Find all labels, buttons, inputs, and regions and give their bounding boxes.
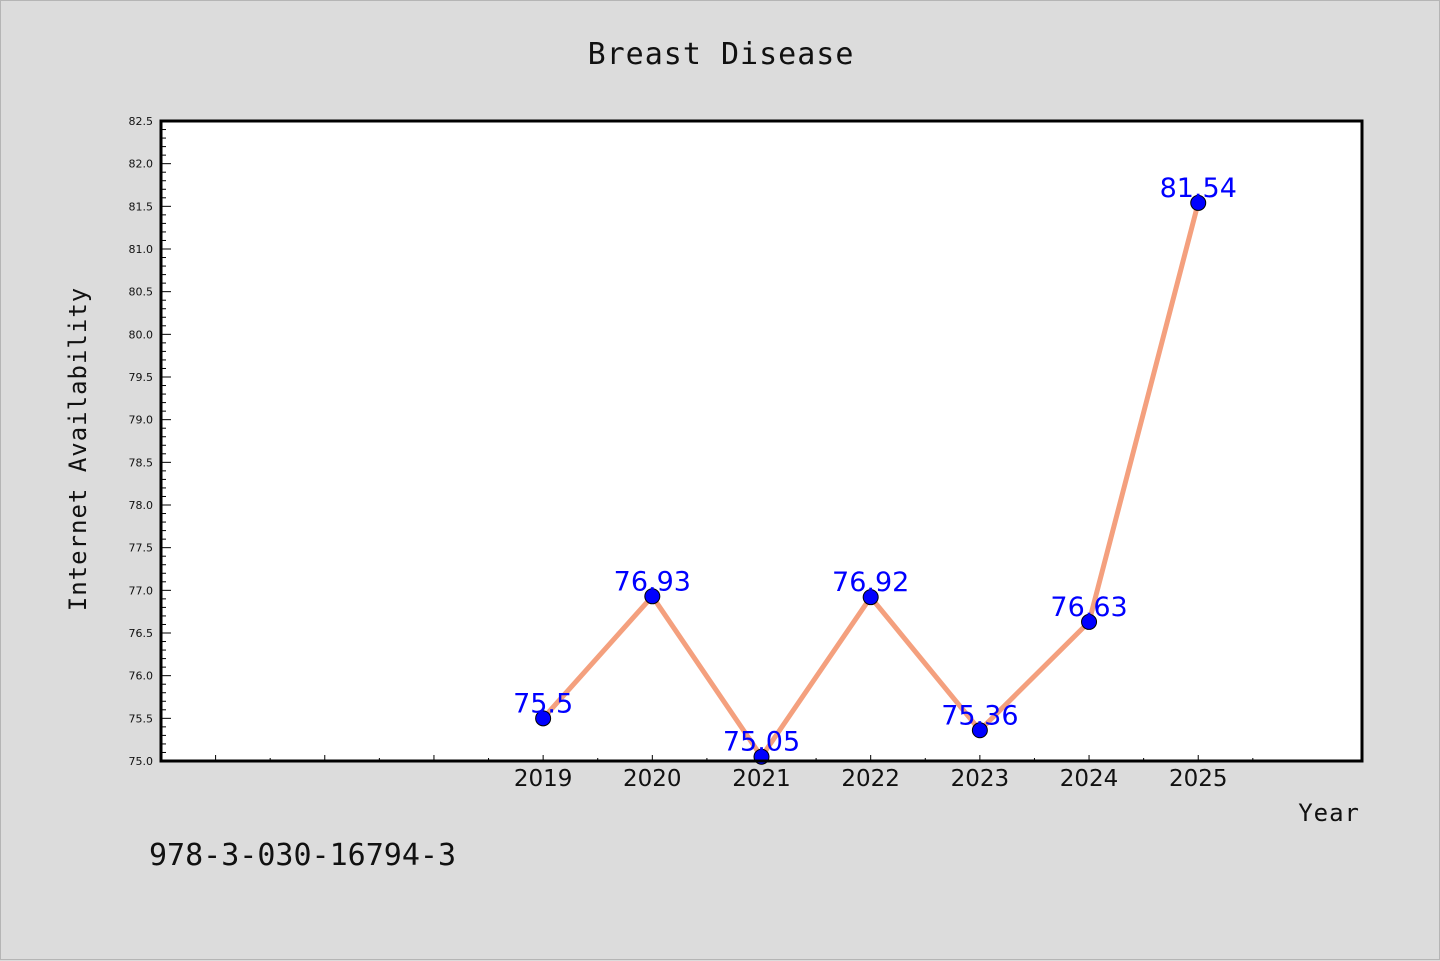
y-axis-title: Internet Availability xyxy=(64,287,92,611)
y-tick-label: 78.5 xyxy=(129,456,154,469)
series-segment xyxy=(977,619,1092,733)
data-label: 75.36 xyxy=(941,700,1018,731)
series-segment xyxy=(759,594,874,760)
y-tick-label: 75.5 xyxy=(129,712,154,725)
data-point xyxy=(644,588,661,605)
y-tick-label: 82.0 xyxy=(129,158,154,171)
y-tick-label: 76.5 xyxy=(129,627,154,640)
x-axis-title: Year xyxy=(1298,799,1360,827)
series-points-group xyxy=(535,194,1207,765)
y-tick-label: 76.0 xyxy=(129,670,154,683)
series-segment xyxy=(540,593,655,721)
series-segment xyxy=(868,594,983,733)
data-label: 81.54 xyxy=(1160,173,1237,204)
data-labels-group: 75.5 76.93 75.05 76.92 75.36 76.63 81.54 xyxy=(513,173,1237,758)
x-tick-label: 2023 xyxy=(951,766,1010,792)
y-tick-label: 82.5 xyxy=(129,115,154,128)
x-tick-label: 2021 xyxy=(732,766,791,792)
series-segment xyxy=(1086,200,1201,625)
chart-title: Breast Disease xyxy=(588,37,855,72)
data-label: 76.63 xyxy=(1050,592,1127,623)
data-label: 75.05 xyxy=(723,727,800,758)
y-tick-label: 79.5 xyxy=(129,371,154,384)
y-tick-label: 77.0 xyxy=(129,584,154,597)
x-tick-label: 2024 xyxy=(1060,766,1119,792)
y-tick-label: 78.0 xyxy=(129,499,154,512)
y-tick-label: 80.0 xyxy=(129,328,154,341)
x-tick-label: 2025 xyxy=(1169,766,1228,792)
plot-frame xyxy=(159,119,1364,763)
data-point xyxy=(1190,194,1207,211)
data-point xyxy=(971,722,988,739)
x-tick-label: 2020 xyxy=(623,766,682,792)
x-tick-label: 2022 xyxy=(841,766,900,792)
y-tick-label: 75.0 xyxy=(129,755,154,768)
series-line-group xyxy=(540,200,1201,760)
series-segment xyxy=(649,593,764,760)
x-tick-label: 2019 xyxy=(514,766,573,792)
y-tick-label: 81.0 xyxy=(129,243,154,256)
plot-area xyxy=(161,121,1362,761)
y-tick-label: 80.5 xyxy=(129,286,154,299)
isbn-text: 978-3-030-16794-3 xyxy=(149,838,456,873)
data-point xyxy=(535,710,552,727)
data-label: 75.5 xyxy=(513,688,573,719)
y-tick-label: 79.0 xyxy=(129,414,154,427)
y-tick-label: 81.5 xyxy=(129,200,154,213)
data-point xyxy=(862,589,879,606)
data-label: 76.92 xyxy=(832,567,909,598)
data-label: 76.93 xyxy=(614,566,691,597)
y-tick-label: 77.5 xyxy=(129,542,154,555)
x-axis: 2019 2020 2021 2022 2023 2024 2025 xyxy=(215,755,1254,792)
data-point xyxy=(1081,613,1098,630)
